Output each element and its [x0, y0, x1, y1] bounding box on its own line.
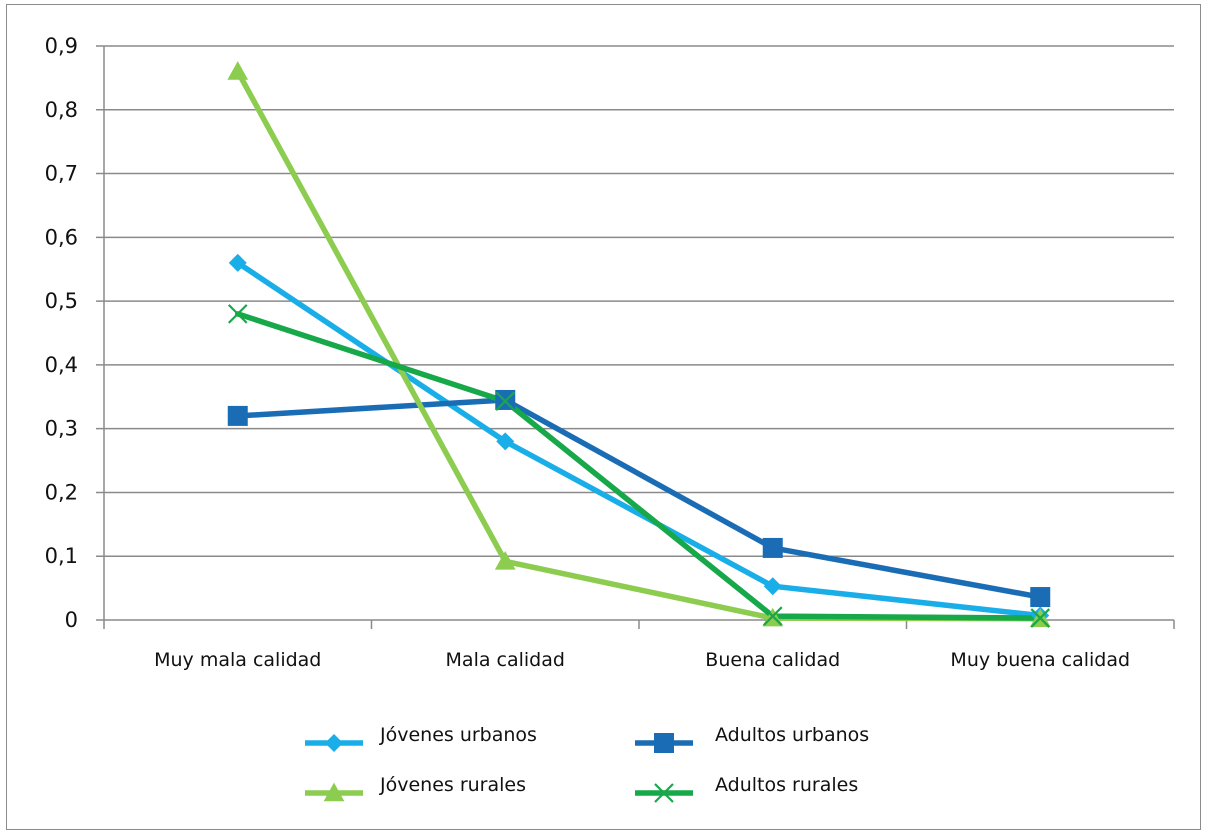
x-tick-labels: Muy mala calidad Mala calidad Buena calida… [154, 649, 1130, 671]
x-tick-label: Muy buena calidad [950, 649, 1130, 671]
legend-marker [654, 783, 674, 803]
x-tick-label: Mala calidad [446, 649, 565, 671]
y-tick-label: 0,5 [45, 289, 78, 313]
series-line-1 [235, 260, 1043, 619]
legend-item: Adultos rurales [635, 774, 858, 803]
y-tick-labels: 0 0,1 0,2 0,3 0,4 0,5 0,6 0,7 0,8 0,9 [45, 34, 78, 632]
data-point-series-2 [227, 405, 248, 426]
legend-item: Jóvenes rurales [305, 774, 526, 802]
data-point-series-1 [496, 432, 515, 451]
data-point-series-4 [227, 304, 248, 324]
y-tick-label: 0,4 [45, 353, 78, 377]
chart-frame [6, 4, 1201, 830]
legend: Jóvenes urbanos Adultos urbanos Jóvenes ru… [305, 724, 869, 803]
legend-marker [325, 734, 343, 752]
data-point-series-3 [227, 61, 249, 80]
x-tick-label: Muy mala calidad [154, 649, 321, 671]
y-tick-label: 0,6 [45, 225, 78, 249]
y-tick-label: 0 [65, 608, 78, 632]
legend-label: Jóvenes urbanos [379, 724, 537, 746]
legend-marker [323, 782, 345, 802]
series-line-4 [235, 311, 1043, 621]
data-point-series-4 [762, 606, 783, 626]
series-lines [235, 68, 1043, 622]
data-point-series-1 [228, 253, 247, 272]
y-tick-label: 0,2 [45, 480, 78, 504]
y-tick-label: 0,8 [45, 98, 78, 122]
y-tick-label: 0,9 [45, 34, 78, 58]
gridlines [96, 45, 1174, 557]
legend-label: Jóvenes rurales [379, 774, 526, 796]
legend-label: Adultos rurales [715, 774, 858, 796]
data-point-series-4 [495, 391, 516, 412]
axes [96, 46, 1175, 629]
y-tick-label: 0,7 [45, 162, 78, 186]
series-line-2 [235, 397, 1043, 600]
legend-label: Adultos urbanos [715, 724, 869, 746]
legend-item: Jóvenes urbanos [305, 724, 537, 752]
legend-marker [654, 733, 674, 753]
data-point-series-2 [762, 537, 783, 558]
series-markers [227, 61, 1051, 628]
y-tick-label: 0,3 [45, 417, 78, 441]
data-point-series-2 [1030, 587, 1051, 608]
data-point-series-1 [763, 577, 782, 596]
data-point-series-4 [1030, 608, 1051, 628]
y-tick-label: 0,1 [45, 544, 78, 568]
data-point-series-3 [494, 550, 516, 570]
x-tick-label: Buena calidad [705, 649, 840, 671]
legend-item: Adultos urbanos [635, 724, 869, 753]
